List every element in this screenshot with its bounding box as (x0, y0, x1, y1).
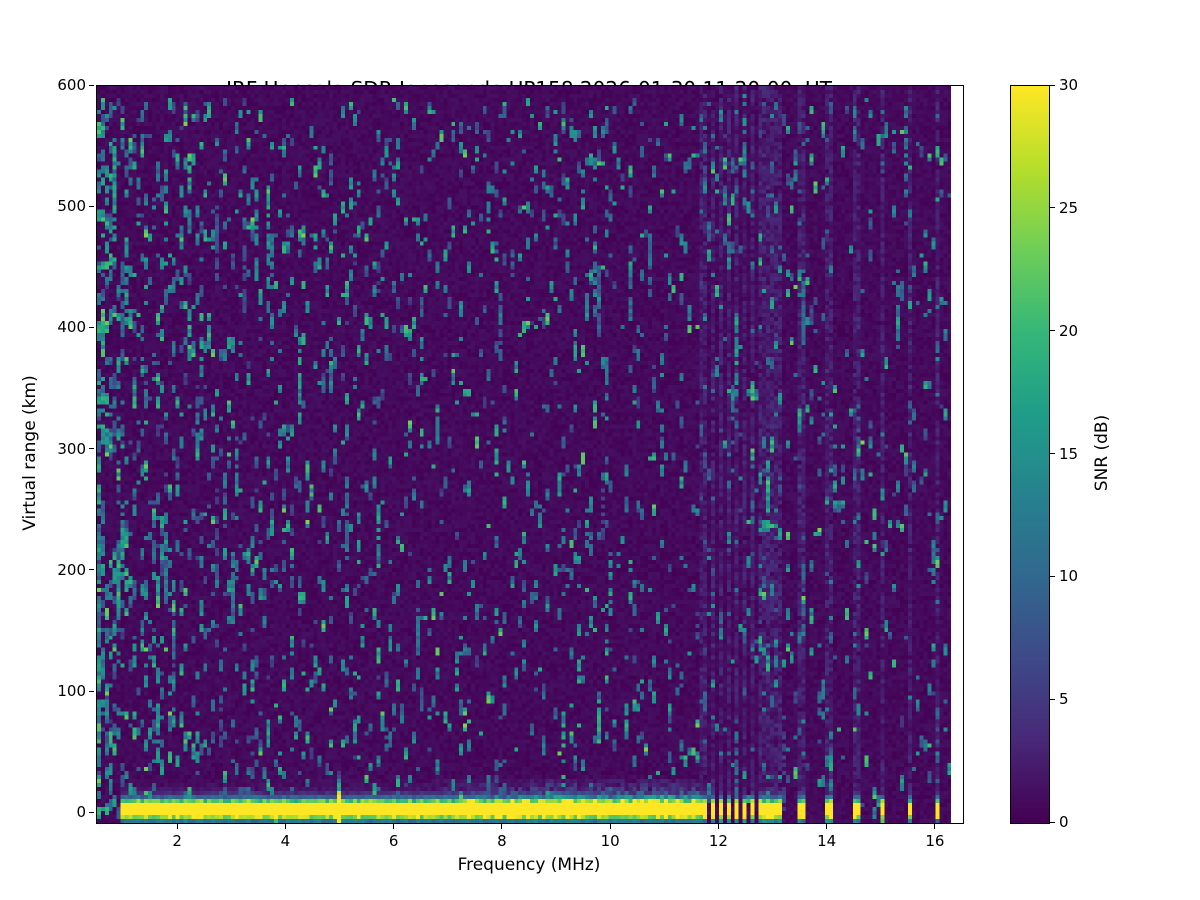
y-tick-mark (89, 448, 94, 450)
x-tick-label: 10 (600, 832, 620, 850)
colorbar-tick-mark (1050, 698, 1055, 700)
colorbar-tick-mark (1050, 575, 1055, 577)
y-tick-label: 300 (57, 439, 86, 458)
colorbar-tick-mark (1050, 330, 1055, 332)
x-tick-label: 2 (172, 832, 182, 850)
y-tick-mark (89, 811, 94, 813)
y-tick-mark (89, 326, 94, 328)
x-tick-mark (717, 824, 719, 829)
y-tick-mark (89, 569, 94, 571)
ionogram-heatmap (97, 86, 963, 823)
x-tick-label: 8 (497, 832, 507, 850)
y-tick-mark (89, 84, 94, 86)
colorbar-gradient (1011, 86, 1049, 823)
x-tick-label: 6 (388, 832, 399, 850)
y-tick-label: 100 (57, 682, 86, 701)
y-tick-mark (89, 690, 94, 692)
colorbar-tick-mark (1050, 84, 1055, 86)
y-tick-mark (89, 205, 94, 207)
colorbar-tick-label: 10 (1059, 567, 1079, 586)
x-tick-mark (826, 824, 828, 829)
x-tick-mark (609, 824, 611, 829)
x-tick-label: 14 (817, 832, 837, 850)
plot-area (96, 85, 964, 824)
x-tick-label: 16 (925, 832, 945, 850)
colorbar-tick-label: 0 (1059, 813, 1069, 831)
x-tick-label: 12 (708, 832, 728, 850)
x-tick-mark (393, 824, 395, 829)
colorbar-tick-label: 30 (1059, 76, 1079, 94)
x-tick-mark (284, 824, 286, 829)
colorbar-tick-label: 5 (1059, 690, 1069, 709)
y-tick-label: 500 (57, 197, 86, 216)
colorbar-tick-label: 25 (1059, 198, 1079, 217)
x-tick-label: 4 (280, 832, 291, 850)
y-tick-label: 200 (57, 560, 86, 579)
x-tick-mark (934, 824, 936, 829)
colorbar (1010, 85, 1050, 824)
colorbar-tick-mark (1050, 821, 1055, 823)
colorbar-tick-label: 20 (1059, 321, 1079, 340)
y-tick-label: 0 (76, 803, 86, 822)
x-tick-mark (501, 824, 503, 829)
colorbar-tick-label: 15 (1059, 444, 1079, 463)
colorbar-tick-mark (1050, 207, 1055, 209)
y-tick-label: 400 (57, 318, 86, 337)
y-tick-label: 600 (57, 76, 86, 94)
x-axis-label: Frequency (MHz) (457, 855, 601, 875)
colorbar-tick-mark (1050, 453, 1055, 454)
x-tick-mark (176, 824, 178, 829)
